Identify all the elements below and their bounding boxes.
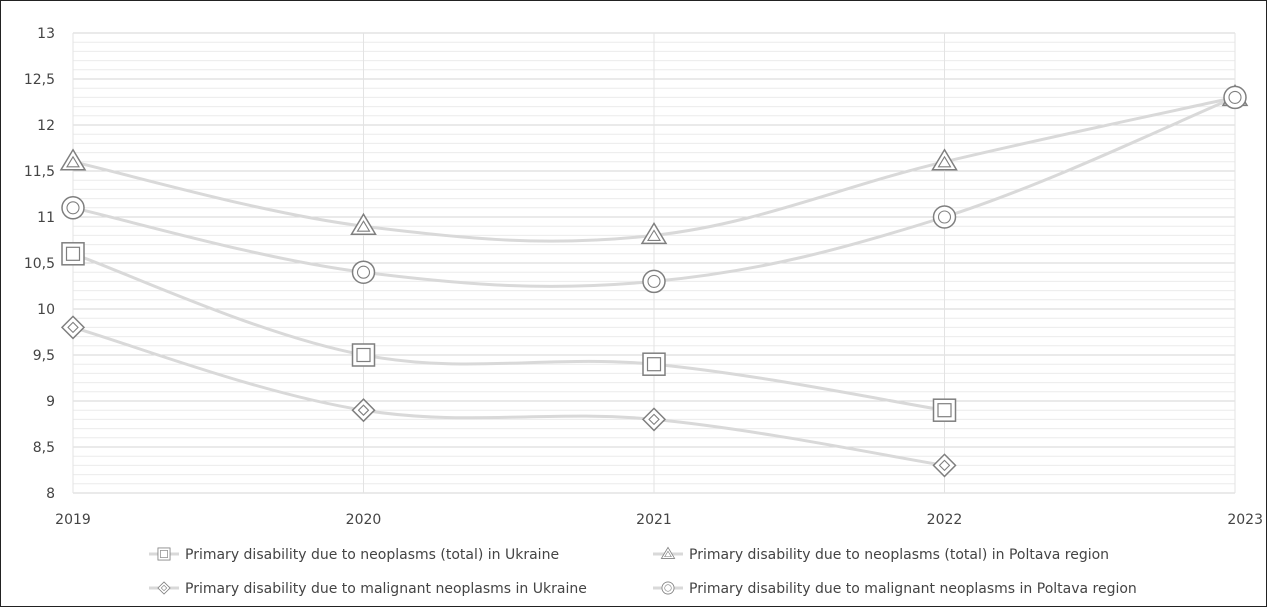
x-axis-ticks: 2019 2020 2021 2022 2023 bbox=[55, 512, 1263, 528]
legend-label: Primary disability due to malignant neop… bbox=[689, 581, 1137, 597]
x-tick-label: 2020 bbox=[346, 512, 382, 528]
data-point-square bbox=[932, 398, 957, 422]
series-markers bbox=[59, 83, 1249, 478]
data-point-triangle bbox=[931, 148, 958, 171]
data-point-circle bbox=[61, 196, 85, 220]
legend-item: Primary disability due to malignant neop… bbox=[149, 581, 587, 597]
data-point-circle bbox=[642, 269, 666, 294]
x-tick-label: 2019 bbox=[55, 512, 91, 528]
data-point-circle bbox=[932, 205, 957, 229]
data-point-square bbox=[351, 343, 376, 367]
series-line bbox=[72, 252, 945, 412]
x-tick-label: 2023 bbox=[1227, 512, 1263, 528]
y-tick-label: 9,5 bbox=[33, 348, 55, 364]
data-point-circle bbox=[351, 260, 376, 284]
y-tick-label: 13 bbox=[37, 26, 55, 42]
y-axis-ticks: 8 8,5 9 9,5 10 10,5 11 11,5 12 12,5 13 bbox=[24, 26, 55, 502]
y-tick-label: 12 bbox=[37, 118, 55, 134]
data-point-diamond bbox=[351, 398, 376, 423]
x-tick-label: 2021 bbox=[636, 512, 672, 528]
data-point-square bbox=[642, 352, 666, 376]
series-line bbox=[72, 325, 945, 467]
y-tick-label: 10 bbox=[37, 302, 55, 318]
legend-marker-circle bbox=[661, 581, 675, 595]
data-point-triangle bbox=[640, 221, 668, 245]
legend-item: Primary disability due to malignant neop… bbox=[653, 581, 1137, 597]
y-tick-label: 10,5 bbox=[24, 256, 55, 272]
legend: Primary disability due to neoplasms (tot… bbox=[149, 546, 1137, 597]
legend-label: Primary disability due to neoplasms (tot… bbox=[185, 547, 559, 563]
legend-label: Primary disability due to malignant neop… bbox=[185, 581, 587, 597]
data-point-diamond bbox=[641, 407, 667, 432]
data-point-square bbox=[61, 242, 85, 266]
y-tick-label: 11 bbox=[37, 210, 55, 226]
data-point-triangle bbox=[59, 148, 87, 171]
data-point-diamond bbox=[932, 453, 957, 478]
y-tick-label: 8,5 bbox=[33, 440, 55, 456]
legend-marker-square bbox=[157, 547, 171, 561]
legend-marker-diamond bbox=[157, 581, 171, 595]
y-tick-label: 8 bbox=[46, 486, 55, 502]
y-tick-label: 9 bbox=[46, 394, 55, 410]
data-point-diamond bbox=[60, 315, 86, 340]
y-tick-label: 11,5 bbox=[24, 164, 55, 180]
legend-item: Primary disability due to neoplasms (tot… bbox=[653, 546, 1109, 563]
y-tick-label: 12,5 bbox=[24, 72, 55, 88]
legend-item: Primary disability due to neoplasms (tot… bbox=[149, 547, 559, 563]
data-point-triangle bbox=[350, 212, 377, 235]
legend-label: Primary disability due to neoplasms (tot… bbox=[689, 547, 1109, 563]
x-tick-label: 2022 bbox=[927, 512, 963, 528]
legend-marker-triangle bbox=[660, 546, 676, 559]
data-point-circle bbox=[1223, 85, 1247, 110]
